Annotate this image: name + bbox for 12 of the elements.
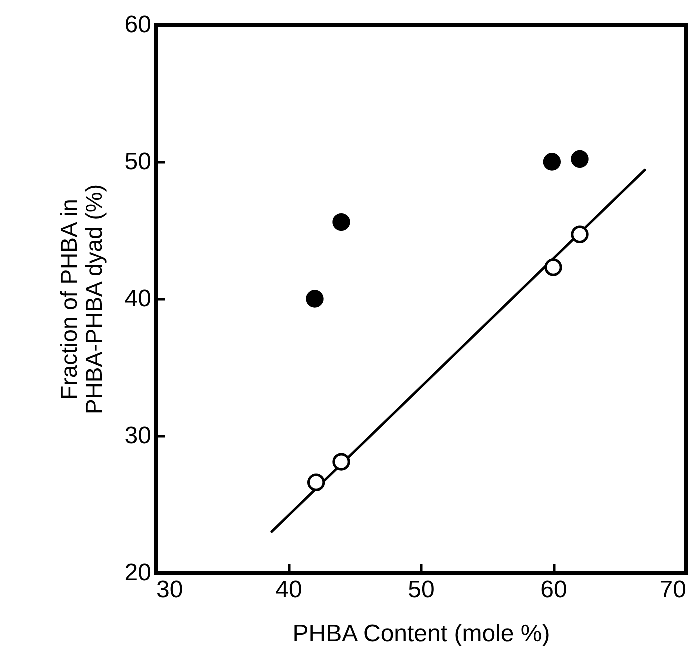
x-tick-label: 30 [156,576,184,604]
x-tick-label: 60 [540,576,568,604]
x-axis-title: PHBA Content (mole %) [292,620,550,648]
y-tick-label: 60 [124,12,152,38]
x-tick-label: 70 [660,576,686,604]
y-axis-title: Fraction of PHBA in PHBA-PHBA dyad (%) [56,184,107,415]
x-tick-label: 40 [276,576,302,604]
y-tick-label: 30 [124,422,152,450]
y-tick-label: 40 [124,286,152,312]
y-tick-label: 20 [124,560,152,586]
y-tick-label: 50 [124,148,152,176]
x-tick-label: 50 [408,576,435,604]
